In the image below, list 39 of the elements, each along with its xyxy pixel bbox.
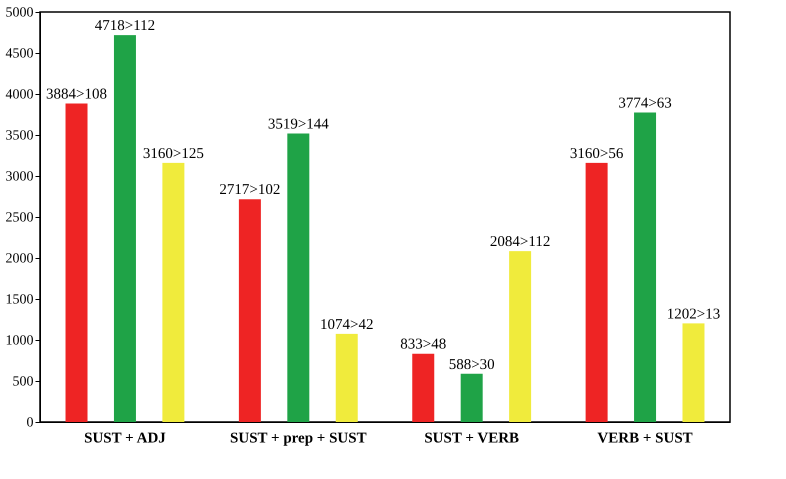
y-tick-label: 5000 <box>6 6 34 20</box>
bar <box>586 162 608 422</box>
x-tick-label: SUST + ADJ <box>84 430 166 446</box>
y-tick-label: 500 <box>12 374 34 390</box>
data-label: 3519>144 <box>268 116 330 132</box>
data-label: 833>48 <box>400 336 446 353</box>
bar <box>238 199 261 422</box>
bar <box>509 251 532 422</box>
data-label: 3884>108 <box>46 86 107 103</box>
bar <box>460 374 483 422</box>
data-label: 3160>125 <box>142 146 204 162</box>
data-label: 2084>112 <box>490 234 550 250</box>
y-tick-label: 2500 <box>6 210 34 226</box>
bar <box>336 334 358 422</box>
data-label: 1074>42 <box>320 316 374 333</box>
data-label: 4718>112 <box>94 18 156 34</box>
x-tick-label: VERB + SUST <box>597 430 693 446</box>
bar <box>634 112 656 422</box>
data-label: 1202>13 <box>666 306 720 322</box>
bar <box>162 162 184 422</box>
bar <box>114 35 136 422</box>
data-label: 3160>56 <box>570 146 624 162</box>
y-tick-label: 3500 <box>6 128 34 144</box>
y-tick-label: 3000 <box>6 170 34 184</box>
x-tick-label: SUST + prep + SUST <box>230 430 367 446</box>
data-label: 3774>63 <box>618 96 672 112</box>
y-tick-label: 4500 <box>6 46 34 62</box>
bar <box>412 354 434 422</box>
y-tick-label: 4000 <box>6 88 34 102</box>
y-tick-label: 0 <box>26 416 34 430</box>
x-tick-label: SUST + VERB <box>424 430 520 446</box>
data-label: 2717>102 <box>219 182 280 198</box>
y-tick-label: 1000 <box>6 334 34 348</box>
data-label: 588>30 <box>448 356 495 373</box>
bar <box>66 104 88 422</box>
bar <box>287 133 310 422</box>
bar <box>682 323 704 422</box>
y-tick-label: 2000 <box>6 252 34 266</box>
y-tick-label: 1500 <box>6 292 34 308</box>
